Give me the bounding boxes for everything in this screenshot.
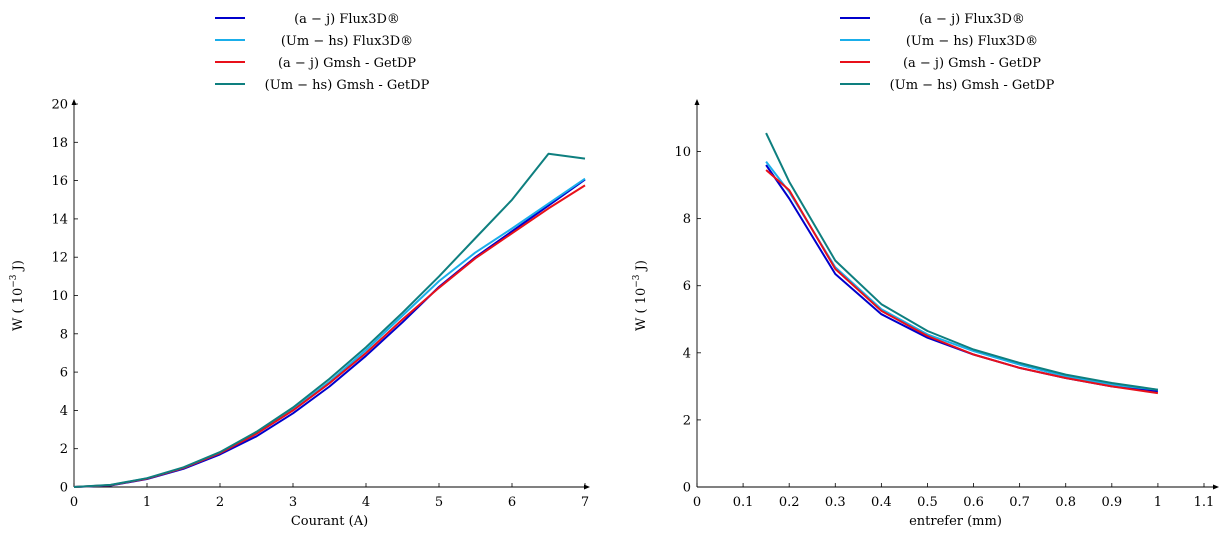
y-tick-label: 2 (60, 442, 68, 457)
chart-entrefer: 0 0.1 0.2 0.3 0.4 0.5 0.6 0.7 0.8 0.9 1 1.1 0 2 4 6 8 10 e… (632, 12, 1219, 529)
legend-label-4: (Um − hs) Gmsh - GetDP (265, 78, 430, 93)
x-tick-label: 0.5 (917, 495, 938, 510)
y-tick-label: 2 (683, 413, 691, 428)
y-tick-label: 6 (683, 279, 691, 294)
x-axis-arrow (1213, 484, 1219, 490)
legend-label-1: (a − j) Flux3D® (294, 12, 400, 27)
legend-label-1: (a − j) Flux3D® (919, 12, 1025, 27)
x-tick-label: 1 (1154, 495, 1162, 510)
y-tick-label: 0 (60, 481, 68, 496)
x-tick-label: 4 (362, 495, 370, 510)
y-tick-label: 8 (683, 212, 691, 227)
legend: (a − j) Flux3D® (Um − hs) Flux3D® (a − j) … (215, 12, 430, 93)
legend-label-3: (a − j) Gmsh - GetDP (278, 56, 416, 71)
x-tick-label: 0.9 (1101, 495, 1122, 510)
x-tick-label: 0 (693, 495, 701, 510)
series-line-2 (73, 177, 586, 488)
legend: (a − j) Flux3D® (Um − hs) Flux3D® (a − j) … (840, 12, 1055, 93)
series-line-2 (765, 160, 1159, 391)
x-tick-label: 0 (70, 495, 78, 510)
y-axis-arrow (694, 99, 700, 105)
x-tick-label: 6 (508, 495, 516, 510)
x-tick-label: 7 (581, 495, 589, 510)
x-tick-label: 0.7 (1009, 495, 1030, 510)
x-tick-label: 0.4 (871, 495, 892, 510)
y-tick-label: 18 (51, 136, 68, 151)
series-line-1 (73, 178, 586, 488)
x-tick-label: 0.1 (733, 495, 754, 510)
y-tick-label: 12 (51, 251, 68, 266)
x-tick-label: 0.3 (825, 495, 846, 510)
series-line-4 (765, 132, 1159, 391)
y-tick-label: 6 (60, 366, 68, 381)
x-tick-label: 2 (216, 495, 224, 510)
x-tick-label: 1.1 (1194, 495, 1215, 510)
y-tick-label: 16 (51, 174, 68, 189)
legend-label-3: (a − j) Gmsh - GetDP (903, 56, 1041, 71)
y-tick-label: 20 (51, 98, 68, 113)
x-tick-label: 0.8 (1055, 495, 1076, 510)
series-line-4 (73, 152, 586, 488)
y-tick-label: 0 (683, 481, 691, 496)
legend-label-2: (Um − hs) Flux3D® (906, 34, 1038, 49)
y-axis-label: W ( 10−3 J) (9, 260, 26, 331)
x-tick-label: 0.2 (779, 495, 800, 510)
legend-label-2: (Um − hs) Flux3D® (281, 34, 413, 49)
y-tick-label: 14 (51, 212, 68, 227)
y-tick-label: 4 (683, 346, 691, 361)
y-tick-label: 10 (51, 289, 68, 304)
y-tick-label: 8 (60, 327, 68, 342)
series-line-1 (765, 164, 1159, 393)
x-axis-label: entrefer (mm) (909, 514, 1002, 529)
y-axis-label: W ( 10−3 J) (632, 260, 649, 331)
x-tick-label: 5 (435, 495, 443, 510)
y-axis-arrow (71, 99, 77, 105)
y-tick-label: 4 (60, 404, 68, 419)
x-tick-label: 3 (289, 495, 297, 510)
x-tick-label: 0.6 (963, 495, 984, 510)
y-tick-label: 10 (674, 145, 691, 160)
series-line-3 (765, 169, 1159, 395)
x-tick-label: 1 (143, 495, 151, 510)
x-axis-label: Courant (A) (291, 514, 368, 529)
legend-label-4: (Um − hs) Gmsh - GetDP (890, 78, 1055, 93)
x-axis-arrow (584, 484, 590, 490)
